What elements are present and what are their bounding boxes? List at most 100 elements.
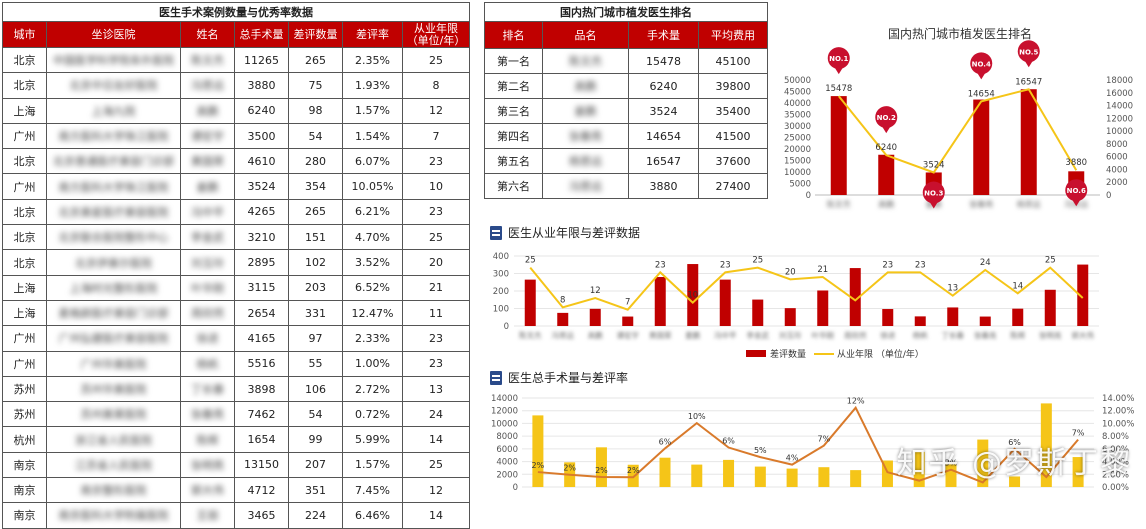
cell-surgeries: 1654 — [234, 426, 289, 453]
y-tick-right: 0.00% — [1102, 483, 1129, 493]
years-bad-reviews-chart: 0 100 200 300 400 陈文杰 冯思远 高鹏 谭宏宇 黄国荣 姜鹏 冯中平 李金武 刘玉玲 叶华… — [493, 252, 1099, 360]
bar — [914, 316, 926, 326]
cell-rank: 第二名 — [484, 73, 543, 99]
cell-hospital: 南方医科大学珠江医院 — [46, 173, 181, 200]
bar — [723, 459, 735, 487]
badge-label: NO.1 — [829, 55, 848, 63]
cell-name: 李金武 — [180, 224, 235, 251]
table-row: 上海 上海时光整形医院 叶华刚 3115 203 6.52% 21 — [2, 274, 471, 301]
data-label: 2% — [563, 464, 576, 473]
cell-years: 10 — [401, 173, 471, 200]
cell-surgeries: 4712 — [234, 477, 289, 504]
cell-bad: 98 — [288, 97, 343, 124]
data-label: 15478 — [825, 84, 852, 94]
table-row: 北京 北京美星医疗美容医院 冯中平 4265 265 6.21% 23 — [2, 198, 471, 226]
cell-bad: 224 — [288, 502, 343, 529]
y-tick-left: 4000 — [496, 458, 518, 468]
table-row: 北京 中国医学科学院阜外医院 陈文杰 11265 265 2.35% 25 — [2, 46, 471, 74]
y-tick: 300 — [493, 270, 509, 280]
y-tick-left: 40000 — [784, 99, 811, 109]
legend-swatch-bars — [746, 350, 766, 357]
y-tick-left: 8000 — [496, 432, 518, 442]
table-row: 苏州 苏州华美医院 丁长春 3898 106 2.72% 13 — [2, 375, 471, 403]
cell-rank: 第一名 — [484, 48, 543, 74]
x-tick-label: 黄国荣 — [649, 330, 672, 340]
cell-hospital: 北京美星医疗美容医院 — [46, 198, 181, 226]
cell-bad: 102 — [288, 249, 343, 276]
badge-circle — [827, 47, 850, 70]
data-label: 2% — [595, 466, 608, 475]
cell-years: 23 — [401, 350, 471, 377]
cell-city: 广州 — [2, 325, 47, 352]
data-label: 23 — [882, 260, 893, 270]
x-tick-label: 李金武 — [747, 330, 770, 340]
cell-rate: 2.72% — [342, 375, 403, 403]
bar — [752, 299, 764, 326]
cell-rank: 第四名 — [484, 123, 543, 149]
data-label: 20 — [785, 267, 796, 277]
y-tick-left: 20000 — [784, 145, 811, 155]
rank-badge: NO.5 — [1017, 40, 1040, 68]
cell-bad: 54 — [288, 122, 343, 150]
cell-fee: 39800 — [698, 73, 768, 99]
x-tick-label: 刘玉玲 — [779, 330, 802, 340]
bar — [979, 316, 991, 326]
cell-surgeries: 3524 — [234, 173, 289, 200]
cell-name: 周欣然 — [180, 299, 235, 327]
badge-pointer — [881, 125, 892, 134]
cell-fee: 27400 — [698, 173, 768, 199]
x-tick-label: 张明亮 — [1039, 330, 1062, 340]
data-label: 23 — [655, 260, 666, 270]
y-tick-left: 10000 — [491, 419, 518, 429]
y-tick-right: 10.00% — [1102, 419, 1134, 429]
bar — [1077, 264, 1089, 326]
bar — [818, 467, 830, 487]
cell-bad: 331 — [288, 299, 343, 327]
y-tick-left: 50000 — [784, 76, 811, 86]
data-label: 3% — [945, 459, 958, 468]
surgery-header-cell: 总手术量 — [234, 21, 289, 48]
bar — [595, 447, 607, 487]
cell-surgeries: 3210 — [234, 224, 289, 251]
cell-years: 23 — [401, 325, 471, 352]
cell-bad: 54 — [288, 401, 343, 428]
surgery-table-title: 医生手术案例数量与优秀率数据 — [1, 2, 471, 22]
cell-surgeries: 3465 — [234, 502, 289, 529]
bar — [589, 308, 601, 326]
cell-city: 北京 — [2, 249, 47, 276]
ranking-header-cell: 排名 — [484, 21, 543, 49]
x-tick-label: 高鹏 — [878, 199, 894, 209]
cell-name: 姜鹏 — [542, 98, 629, 124]
y-tick-right: 12.00% — [1102, 407, 1134, 417]
y-tick-left: 25000 — [784, 134, 811, 144]
badge-pointer — [1071, 198, 1082, 207]
y-tick-right: 8.00% — [1102, 432, 1129, 442]
cell-hospital: 浙江省人民医院 — [46, 426, 181, 453]
cell-hospital: 北京中日友好医院 — [46, 72, 181, 99]
bar — [817, 290, 829, 326]
cell-name: 黄国荣 — [180, 148, 235, 175]
x-tick-label: 陈辉 — [1010, 330, 1026, 340]
years-chart-title: 医生从业年限与差评数据 — [508, 226, 641, 240]
cell-city: 北京 — [2, 46, 47, 74]
cell-bad: 55 — [288, 350, 343, 377]
badge-circle — [970, 52, 993, 75]
rate-chart-heading: 医生总手术量与差评率 — [490, 369, 628, 386]
series-line — [837, 88, 1078, 174]
y-tick-left: 14000 — [491, 394, 518, 404]
bar — [687, 264, 699, 326]
bar — [881, 460, 893, 487]
x-tick-label: 高鹏 — [588, 330, 603, 340]
cell-name: 张明亮 — [180, 451, 235, 479]
data-label: 7% — [818, 435, 831, 444]
y-tick-right: 18000 — [1106, 76, 1133, 86]
badge-label: NO.5 — [1019, 48, 1038, 56]
data-label: 10% — [688, 412, 706, 421]
cell-rate: 7.45% — [342, 477, 403, 504]
bar — [1040, 403, 1052, 487]
y-tick-right: 0 — [1106, 191, 1111, 201]
data-label: 21 — [817, 265, 828, 275]
cell-years: 12 — [401, 97, 471, 124]
cell-city: 南京 — [2, 477, 47, 504]
ranking-table: 国内热门城市植发医生排名 排名 品名 手术量 平均费用 第一名 陈文杰 15478 4510… — [484, 2, 768, 199]
